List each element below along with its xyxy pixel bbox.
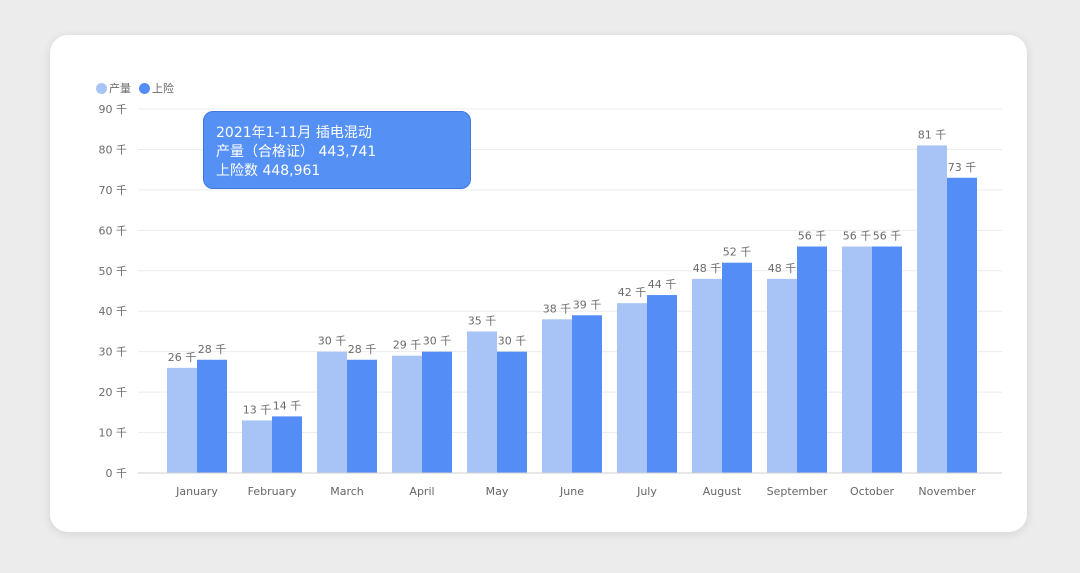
y-tick-label: 80 千 — [99, 143, 128, 156]
bar-value-label: 48 千 — [768, 262, 797, 275]
y-tick-label: 10 千 — [99, 427, 128, 440]
legend-item-production[interactable]: 产量 — [96, 80, 131, 96]
y-tick-label: 90 千 — [99, 103, 128, 116]
legend-dot-insured — [139, 82, 150, 94]
x-tick-label: November — [918, 485, 976, 498]
x-tick-label: August — [703, 485, 742, 498]
bar-insured[interactable] — [722, 262, 752, 473]
bar-insured[interactable] — [797, 246, 827, 473]
x-tick-label: July — [636, 485, 657, 498]
x-tick-label: September — [767, 485, 828, 498]
bar-production[interactable] — [392, 355, 422, 473]
bar-insured[interactable] — [647, 295, 677, 473]
legend-label-insured: 上险 — [152, 82, 174, 95]
bar-insured[interactable] — [872, 246, 902, 473]
bar-insured[interactable] — [197, 359, 227, 473]
bar-production[interactable] — [317, 351, 347, 473]
bar-production[interactable] — [542, 319, 572, 473]
bar-value-label: 30 千 — [498, 335, 527, 348]
y-axis-ticks: 0 千 10 千 20 千 30 千 40 千 50 千 60 千 70 千 80 千 90 千 — [99, 103, 128, 480]
bar-value-label: 42 千 — [618, 286, 647, 299]
bar-labels: 26 千28 千13 千 14 千30 千28 千 29 千 30 千35 千30 千… — [168, 128, 977, 416]
bar-value-label: 26 千 — [168, 351, 197, 364]
bar-value-label: 28 千 — [348, 343, 377, 356]
bar-production[interactable] — [692, 278, 722, 473]
x-tick-label: May — [486, 485, 509, 498]
legend-item-insured[interactable]: 上险 — [139, 80, 174, 96]
bar-value-label: 44 千 — [648, 278, 677, 291]
y-tick-label: 60 千 — [99, 224, 128, 237]
bar-production[interactable] — [617, 303, 647, 473]
bar-value-label: 73 千 — [948, 161, 977, 174]
chart-tooltip: 2021年1-11月 插电混动 产量（合格证） 443,741 上险数 448,… — [203, 111, 471, 189]
bar-value-label: 13 千 — [243, 403, 272, 416]
bar-value-label: 56 千 — [798, 230, 827, 243]
x-axis-ticks: January February March April May June July Augu… — [175, 485, 976, 498]
bar-insured[interactable] — [497, 351, 527, 473]
bars — [167, 145, 977, 473]
bar-insured[interactable] — [347, 359, 377, 473]
y-tick-label: 40 千 — [99, 305, 128, 318]
bar-value-label: 39 千 — [573, 298, 602, 311]
bar-value-label: 52 千 — [723, 246, 752, 259]
bar-production[interactable] — [767, 278, 797, 473]
bar-value-label: 56 千 — [873, 230, 902, 243]
tooltip-production: 产量（合格证） 443,741 — [216, 144, 377, 160]
y-tick-label: 70 千 — [99, 184, 128, 197]
bar-insured[interactable] — [422, 351, 452, 473]
y-tick-label: 20 千 — [99, 386, 128, 399]
legend-label-production: 产量 — [109, 82, 131, 95]
bar-value-label: 38 千 — [543, 302, 572, 315]
bar-value-label: 81 千 — [918, 128, 947, 141]
x-tick-label: January — [175, 485, 218, 498]
bar-production[interactable] — [917, 145, 947, 473]
bar-value-label: 30 千 — [318, 335, 347, 348]
y-tick-label: 50 千 — [99, 265, 128, 278]
bar-production[interactable] — [167, 367, 197, 473]
x-tick-label: February — [248, 485, 297, 498]
bar-production[interactable] — [467, 331, 497, 473]
legend: 产量 上险 — [96, 80, 182, 96]
y-tick-label: 0 千 — [106, 467, 128, 480]
tooltip-title: 2021年1-11月 插电混动 — [216, 125, 372, 141]
tooltip-insured: 上险数 448,961 — [216, 163, 321, 179]
x-tick-label: June — [559, 485, 584, 498]
y-tick-label: 30 千 — [99, 346, 128, 359]
bar-insured[interactable] — [572, 315, 602, 473]
bar-value-label: 14 千 — [273, 399, 302, 412]
bar-production[interactable] — [842, 246, 872, 473]
x-tick-label: March — [330, 485, 364, 498]
bar-value-label: 28 千 — [198, 343, 227, 356]
x-tick-label: October — [850, 485, 894, 498]
bar-value-label: 56 千 — [843, 230, 872, 243]
bar-value-label: 29 千 — [393, 339, 422, 352]
bar-insured[interactable] — [947, 177, 977, 473]
bar-value-label: 35 千 — [468, 314, 497, 327]
bar-value-label: 30 千 — [423, 335, 452, 348]
legend-dot-production — [96, 82, 107, 94]
bar-insured[interactable] — [272, 416, 302, 473]
x-tick-label: April — [409, 485, 434, 498]
bar-production[interactable] — [242, 420, 272, 473]
bar-value-label: 48 千 — [693, 262, 722, 275]
